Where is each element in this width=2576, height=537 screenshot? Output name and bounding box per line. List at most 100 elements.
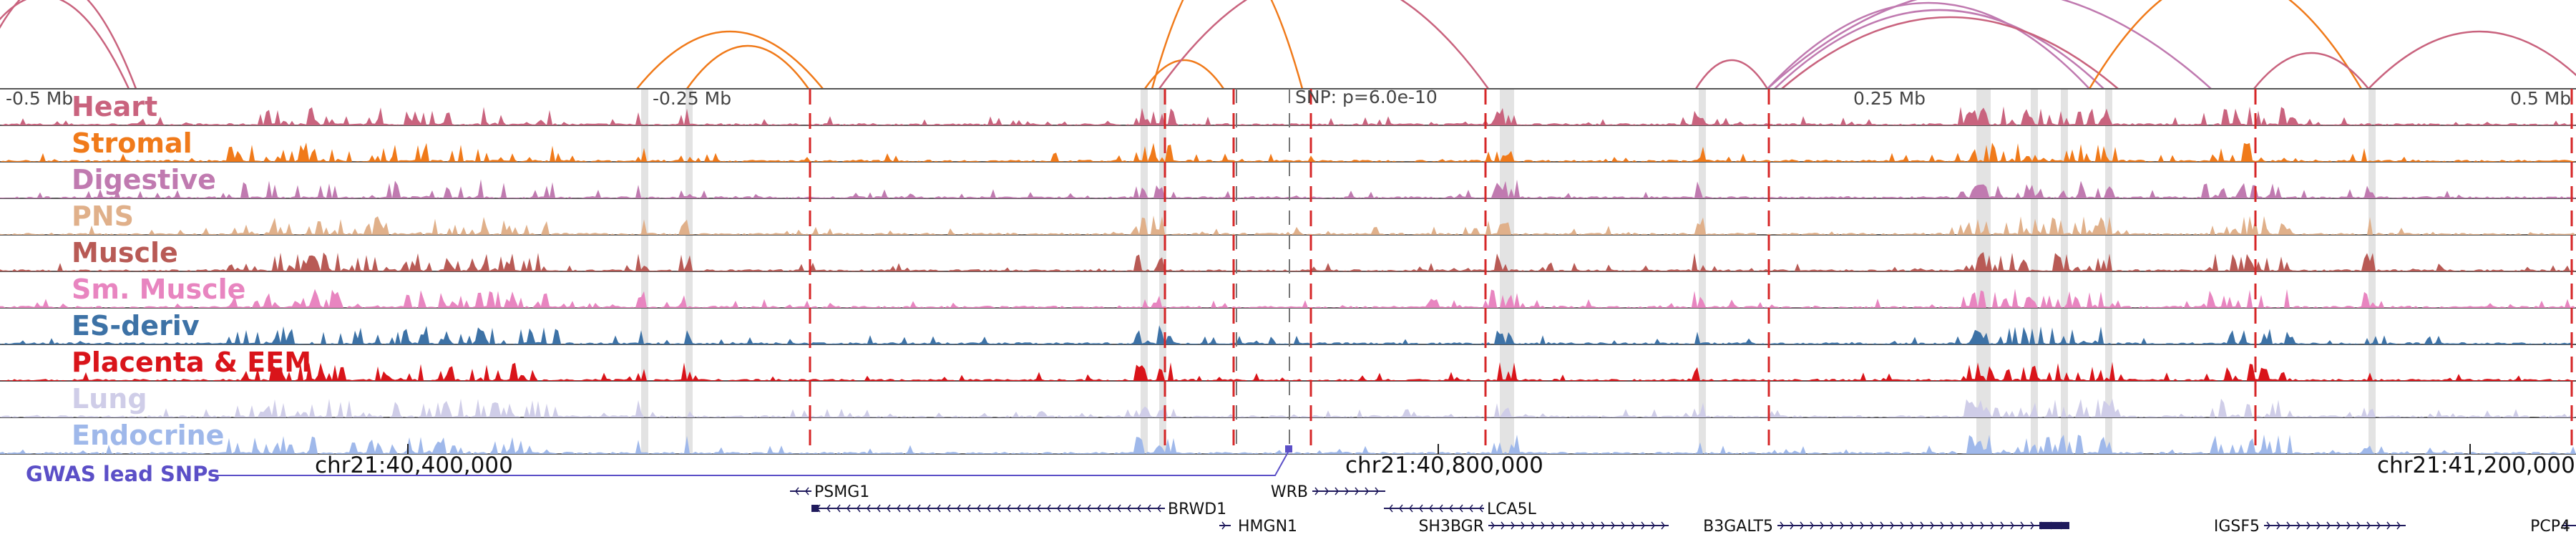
gene-direction-chevron-icon: [2276, 521, 2280, 530]
gene-direction-chevron-icon: [1157, 504, 1161, 513]
gene-direction-chevron-icon: [2020, 521, 2024, 530]
gene-wrb: WRB: [1271, 483, 1385, 501]
track-sm-muscle: [0, 289, 2576, 309]
scale-label-minus-0.5mb: -0.5 Mb: [6, 88, 73, 109]
loop-arc: [1767, 0, 2212, 90]
loop-arc: [1774, 9, 2104, 90]
loop-arc: [1151, 0, 1304, 90]
gene-label: IGSF5: [2214, 518, 2260, 536]
gene-exon: [811, 505, 819, 512]
gene-direction-chevron-icon: [1017, 504, 1021, 513]
track-pns: [0, 216, 2576, 236]
gwas-snp-lines: [809, 89, 2573, 454]
gene-exon: [2039, 522, 2069, 529]
loop-arc: [636, 30, 824, 90]
track-signal: [0, 362, 2576, 381]
gene-direction-chevron-icon: [1800, 521, 1804, 530]
gene-direction-chevron-icon: [1611, 521, 1615, 530]
loop-arc: [686, 44, 810, 90]
gene-direction-chevron-icon: [857, 504, 861, 513]
gene-label: WRB: [1271, 483, 1308, 501]
gene-direction-chevron-icon: [1920, 521, 1924, 530]
gene-direction-chevron-icon: [2296, 521, 2301, 530]
gene-label: PCP4: [2530, 518, 2570, 536]
gene-direction-chevron-icon: [1890, 521, 1894, 530]
track-placenta-eem: [0, 362, 2576, 382]
gene-direction-chevron-icon: [977, 504, 981, 513]
gene-label: B3GALT5: [1703, 518, 1773, 536]
gene-direction-chevron-icon: [1469, 504, 1473, 513]
gene-direction-chevron-icon: [1479, 504, 1483, 513]
gene-direction-chevron-icon: [1651, 521, 1655, 530]
loop-arcs: [0, 0, 2576, 90]
coordinate-label-41200000: chr21:41,200,000: [2377, 453, 2575, 478]
gene-direction-chevron-icon: [957, 504, 961, 513]
gene-direction-chevron-icon: [2000, 521, 2004, 530]
gene-direction-chevron-icon: [947, 504, 951, 513]
gene-direction-chevron-icon: [1840, 521, 1844, 530]
gene-direction-chevron-icon: [1850, 521, 1854, 530]
gene-direction-chevron-icon: [927, 504, 931, 513]
gene-direction-chevron-icon: [1870, 521, 1874, 530]
track-signal: [0, 398, 2576, 417]
track-label: PNS: [72, 200, 134, 232]
gene-direction-chevron-icon: [2306, 521, 2311, 530]
track-signal: [0, 252, 2576, 271]
gene-direction-chevron-icon: [887, 504, 891, 513]
gene-direction-chevron-icon: [1790, 521, 1794, 530]
gene-direction-chevron-icon: [1661, 521, 1665, 530]
track-label: Digestive: [72, 164, 216, 195]
gene-label: HMGN1: [1238, 518, 1297, 536]
gene-direction-chevron-icon: [826, 504, 831, 513]
gene-direction-chevron-icon: [1087, 504, 1091, 513]
loop-arc: [2253, 52, 2369, 90]
gwas-connector: [215, 449, 1290, 476]
track-label: Muscle: [72, 237, 178, 268]
track-endocrine: [0, 435, 2576, 455]
gwas-lead-snps-label: GWAS lead SNPs: [26, 462, 220, 486]
gene-direction-chevron-icon: [1521, 521, 1525, 530]
track-signal: [0, 106, 2576, 125]
gene-direction-chevron-icon: [1980, 521, 1984, 530]
gene-hmgn1: HMGN1: [1219, 518, 1297, 536]
gene-direction-chevron-icon: [1027, 504, 1031, 513]
gene-direction-chevron-icon: [897, 504, 901, 513]
track-signal: [0, 142, 2576, 162]
gene-direction-chevron-icon: [1137, 504, 1141, 513]
gene-lca5l: LCA5L: [1384, 500, 1537, 518]
gene-direction-chevron-icon: [937, 504, 941, 513]
gene-direction-chevron-icon: [1439, 504, 1443, 513]
gene-direction-chevron-icon: [1631, 521, 1635, 530]
gene-direction-chevron-icon: [1037, 504, 1041, 513]
gene-direction-chevron-icon: [2030, 521, 2034, 530]
gene-direction-chevron-icon: [1345, 487, 1349, 495]
gene-psmg1: PSMG1: [790, 483, 869, 501]
gene-direction-chevron-icon: [795, 487, 799, 495]
loop-arc: [0, 0, 130, 90]
gene-direction-chevron-icon: [1057, 504, 1061, 513]
gene-b3galt5: B3GALT5: [1703, 518, 2068, 536]
loop-arc: [1781, 16, 2119, 90]
gene-direction-chevron-icon: [1047, 504, 1051, 513]
coordinate-axis: [407, 444, 2471, 454]
gene-direction-chevron-icon: [1641, 521, 1645, 530]
gene-direction-chevron-icon: [1810, 521, 1814, 530]
loop-arc: [1143, 59, 1225, 90]
gwas-lead-snp-track: GWAS lead SNPs: [26, 445, 1292, 486]
gene-direction-chevron-icon: [907, 504, 911, 513]
track-label: Heart: [72, 91, 157, 122]
gene-direction-chevron-icon: [2366, 521, 2371, 530]
gene-direction-chevron-icon: [2376, 521, 2381, 530]
gene-direction-chevron-icon: [987, 504, 991, 513]
gene-direction-chevron-icon: [967, 504, 971, 513]
gene-direction-chevron-icon: [1990, 521, 1994, 530]
track-label: Sm. Muscle: [72, 274, 245, 305]
track-stromal: [0, 142, 2576, 163]
gene-direction-chevron-icon: [2010, 521, 2014, 530]
gene-direction-chevron-icon: [836, 504, 841, 513]
track-digestive: [0, 179, 2576, 199]
gene-direction-chevron-icon: [1117, 504, 1121, 513]
gene-direction-chevron-icon: [1007, 504, 1011, 513]
gene-direction-chevron-icon: [1970, 521, 1974, 530]
